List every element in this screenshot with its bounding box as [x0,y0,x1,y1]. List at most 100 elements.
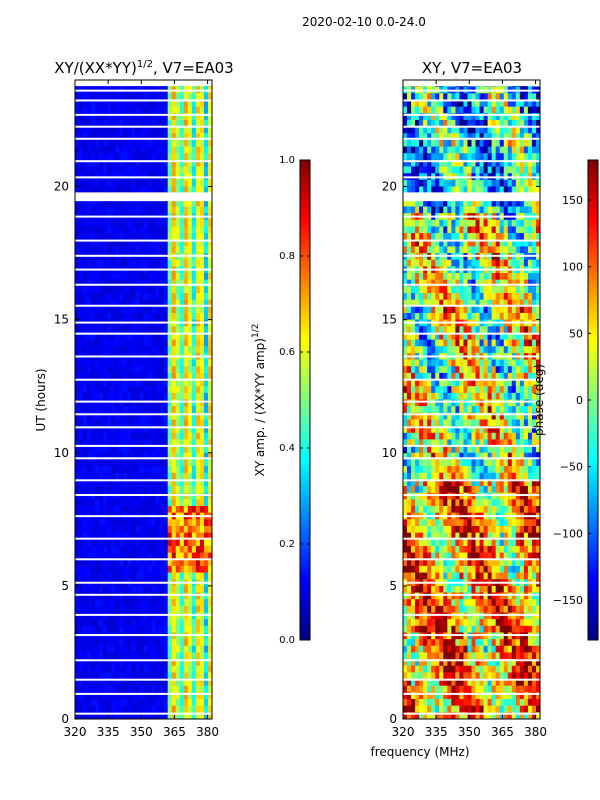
amplitude-heatmap-cell [139,466,144,474]
amplitude-heatmap-cell [103,585,108,593]
phase-heatmap-cell [419,246,424,254]
amplitude-heatmap-cell [207,153,212,161]
amplitude-heatmap-cell [83,246,88,254]
amplitude-heatmap-cell [151,452,156,460]
amplitude-heatmap-cell [139,692,144,700]
amplitude-heatmap-cell [183,645,189,653]
amplitude-heatmap-cell [167,585,173,593]
phase-heatmap-cell [507,299,513,307]
amplitude-heatmap-cell [183,592,189,600]
phase-heatmap-cell [411,119,416,127]
phase-heatmap-cell [535,113,540,121]
amplitude-heatmap-cell [103,699,108,707]
amplitude-heatmap-cell [179,306,185,314]
amplitude-heatmap-cell [151,605,156,613]
amplitude-heatmap-cell [155,279,161,287]
phase-heatmap-cell [407,339,412,347]
amplitude-heatmap-cell [175,459,181,467]
phase-heatmap-cell [463,259,468,267]
amplitude-heatmap-cell [179,599,185,607]
amplitude-heatmap-cell [147,113,152,121]
phase-heatmap-cell [419,279,424,287]
amplitude-heatmap-cell [79,612,84,620]
amplitude-heatmap-cell [171,712,177,719]
amplitude-heatmap-cell [179,705,185,713]
phase-heatmap-cell [407,113,412,121]
amplitude-heatmap-cell [127,359,132,367]
amplitude-heatmap-cell [199,372,205,380]
phase-heatmap-cell [419,133,424,141]
amplitude-heatmap-cell [155,239,161,247]
amplitude-heatmap-cell [115,625,120,633]
phase-heatmap-cell [531,366,537,374]
amplitude-heatmap-cell [207,625,212,633]
amplitude-heatmap-cell [91,412,96,420]
amplitude-heatmap-cell [155,179,161,187]
amplitude-heatmap-cell [183,326,189,334]
amplitude-heatmap-cell [75,326,80,334]
amplitude-heatmap-cell [127,645,132,653]
amplitude-colorbar-gradient [299,159,311,641]
amplitude-heatmap-cell [99,506,104,514]
phase-heatmap-cell [455,246,460,254]
amplitude-heatmap-cell [103,565,108,573]
amplitude-heatmap-cell [183,426,189,434]
amplitude-heatmap-cell [151,306,156,314]
amplitude-heatmap-cell [191,572,197,580]
amplitude-heatmap-cell [203,286,209,294]
amplitude-heatmap-cell [127,199,132,207]
phase-heatmap-cell [471,93,476,101]
amplitude-heatmap-cell [135,466,140,474]
amplitude-heatmap-cell [79,106,84,114]
amplitude-heatmap-cell [75,659,80,667]
phase-heatmap-cell [455,113,460,121]
phase-heatmap-cell [415,299,420,307]
amplitude-heatmap-cell [171,625,177,633]
amplitude-heatmap-cell [119,592,124,600]
amplitude-data-gap [75,400,212,403]
amplitude-heatmap-cell [187,299,193,307]
amplitude-heatmap-cell [111,565,116,573]
amplitude-heatmap-cell [203,452,209,460]
amplitude-heatmap-cell [107,293,112,301]
amplitude-heatmap-cell [159,286,165,294]
amplitude-heatmap-cell [179,139,185,147]
phase-heatmap-cell [435,226,440,234]
phase-heatmap-cell [491,159,497,167]
amplitude-heatmap-cell [111,219,116,227]
phase-heatmap-cell [447,233,452,241]
amplitude-heatmap-cell [131,386,136,394]
amplitude-heatmap-cell [135,599,140,607]
phase-heatmap-cell [479,392,484,400]
amplitude-heatmap-cell [191,592,197,600]
phase-heatmap-cell [499,119,505,127]
amplitude-heatmap-cell [87,219,92,227]
phase-heatmap-cell [455,379,460,387]
amplitude-heatmap-cell [195,539,201,547]
amplitude-heatmap-cell [139,612,144,620]
amplitude-heatmap-cell [199,612,205,620]
phase-heatmap-cell [447,246,452,254]
amplitude-heatmap-cell [203,146,209,154]
amplitude-heatmap-cell [191,113,197,121]
amplitude-heatmap-cell [159,259,165,267]
amplitude-heatmap-cell [159,572,165,580]
amplitude-heatmap-cell [103,605,108,613]
amplitude-heatmap-cell [139,139,144,147]
amplitude-heatmap-cell [99,386,104,394]
amplitude-heatmap-cell [75,166,80,174]
amplitude-heatmap-cell [187,259,193,267]
phase-heatmap-cell [423,119,428,127]
amplitude-heatmap-cell [123,439,128,447]
amplitude-heatmap-cell [159,366,165,374]
amplitude-heatmap-cell [103,685,108,693]
amplitude-heatmap-cell [207,412,212,420]
phase-heatmap-cell [471,246,476,254]
amplitude-heatmap-cell [151,133,156,141]
amplitude-heatmap-cell [123,259,128,267]
phase-heatmap-cell [451,293,456,301]
phase-heatmap-cell [471,392,476,400]
amplitude-heatmap-cell [103,392,108,400]
amplitude-heatmap-cell [155,452,161,460]
amplitude-heatmap-cell [179,659,185,667]
